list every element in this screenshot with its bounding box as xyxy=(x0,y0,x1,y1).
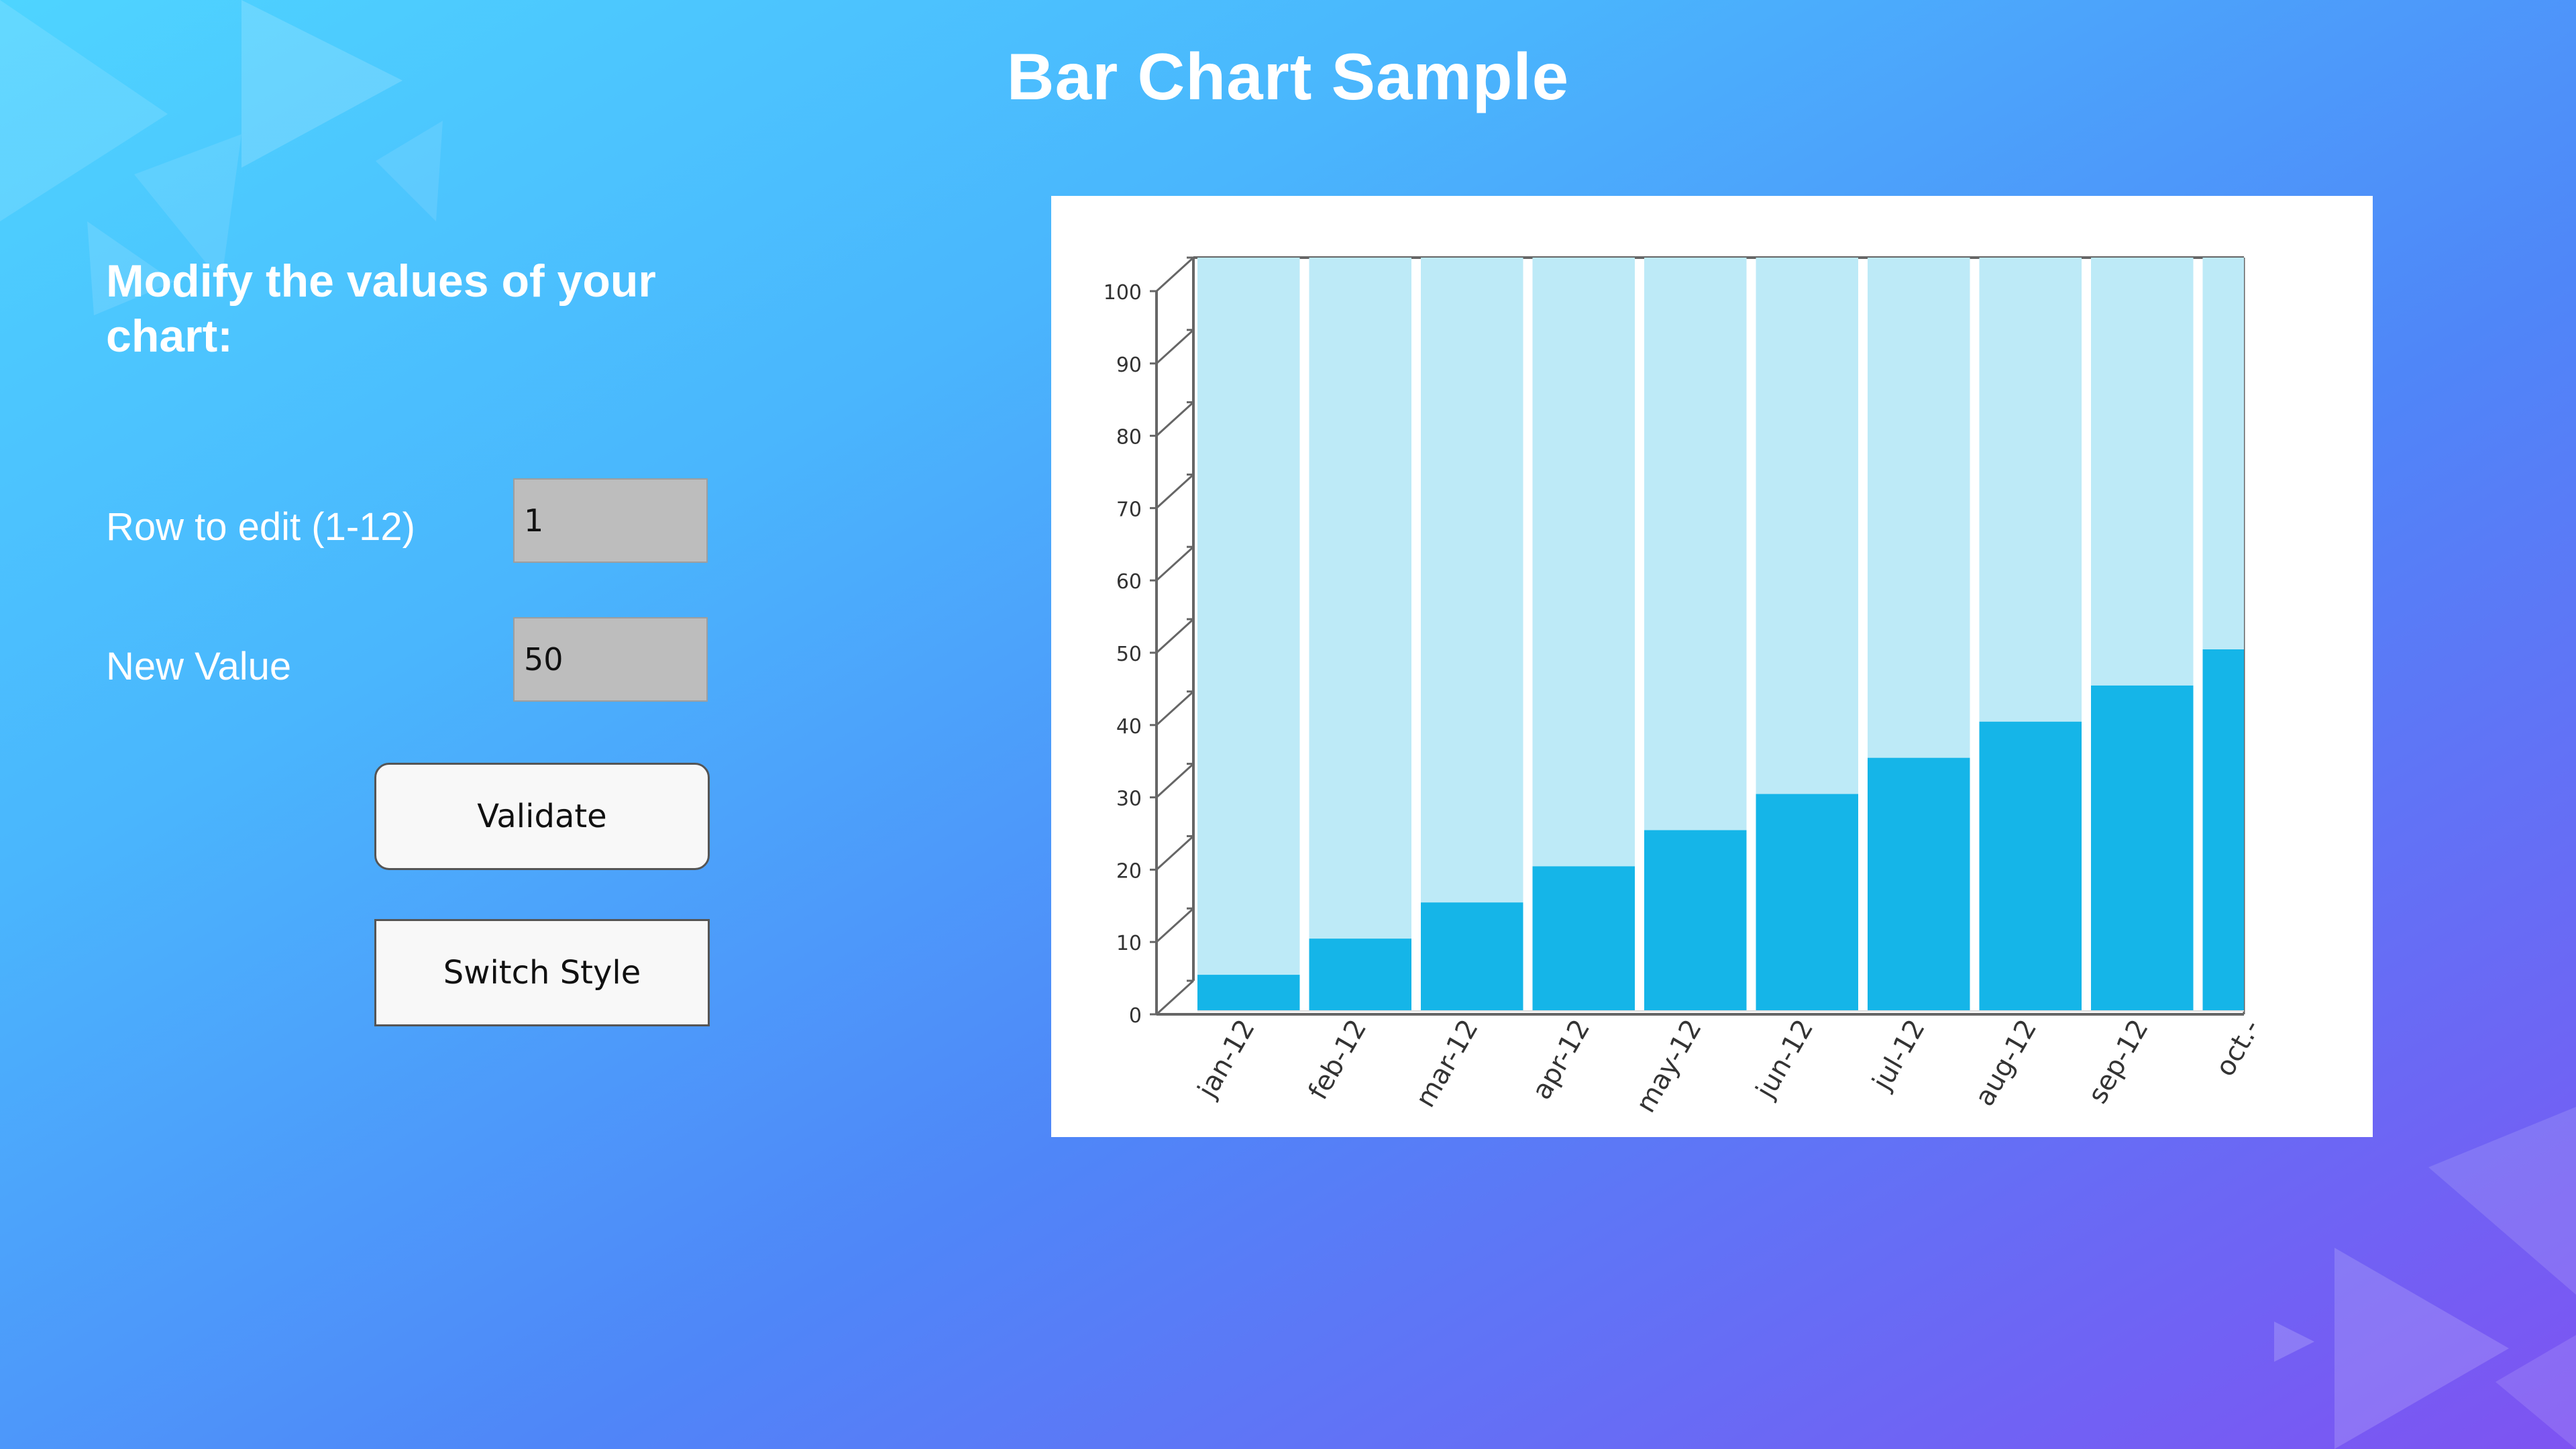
y-depth-line xyxy=(1155,474,1195,509)
page-title: Bar Chart Sample xyxy=(1006,40,1570,113)
y-tick-label: 80 xyxy=(1116,426,1142,449)
x-tick-label: may-12 xyxy=(1630,1014,1708,1118)
x-tick-label: sep-12 xyxy=(2082,1014,2155,1109)
bar xyxy=(1756,794,1858,1011)
y-depth-line xyxy=(1155,401,1195,437)
y-depth-line xyxy=(1155,256,1195,292)
y-tick-label: 90 xyxy=(1116,354,1142,377)
bar xyxy=(1421,902,1523,1011)
bar-background xyxy=(1197,258,1300,1011)
x-tick-label: oct.- xyxy=(2210,1014,2266,1081)
y-tick-label: 70 xyxy=(1116,498,1142,521)
y-depth-line xyxy=(1155,763,1195,798)
bar xyxy=(1979,721,2082,1011)
y-tick-label: 100 xyxy=(1104,281,1142,305)
bar xyxy=(2091,685,2194,1011)
new-value-label: New Value xyxy=(106,645,292,688)
bar xyxy=(1197,975,1300,1011)
bar xyxy=(1309,938,1411,1011)
y-tick-label: 20 xyxy=(1116,859,1142,883)
y-tick-label: 10 xyxy=(1116,932,1142,955)
chart-card: 0 10 20 30 40 50 60 70 80 90 100 jan-12 feb-12 mar-12… xyxy=(1051,196,2373,1137)
switch-style-button[interactable]: Switch Style xyxy=(374,919,710,1026)
bar xyxy=(1532,866,1635,1011)
y-tick-label: 60 xyxy=(1116,570,1142,594)
y-depth-line xyxy=(1155,546,1195,582)
x-tick-label: jul-12 xyxy=(1866,1014,1931,1096)
row-to-edit-input[interactable] xyxy=(513,478,708,563)
y-tick-label: 50 xyxy=(1116,643,1142,666)
y-depth-line xyxy=(1155,979,1195,1016)
y-tick-label: 30 xyxy=(1116,788,1142,811)
y-tick-label: 40 xyxy=(1116,715,1142,739)
bar-background xyxy=(1421,258,1523,1011)
new-value-input[interactable] xyxy=(513,617,708,702)
row-to-edit-label: Row to edit (1-12) xyxy=(106,505,415,549)
validate-button[interactable]: Validate xyxy=(374,763,710,870)
panel-heading: Modify the values of your chart: xyxy=(106,256,656,362)
x-tick-label: mar-12 xyxy=(1410,1014,1485,1113)
x-tick-label: aug-12 xyxy=(1969,1014,2043,1112)
bar xyxy=(1644,830,1747,1011)
bar xyxy=(2202,649,2244,1011)
bar xyxy=(1868,757,1970,1011)
bar-chart: 0 10 20 30 40 50 60 70 80 90 100 jan-12 feb-12 mar-12… xyxy=(1104,256,2266,1118)
x-tick-label: apr-12 xyxy=(1526,1014,1596,1105)
x-tick-label: feb-12 xyxy=(1303,1014,1373,1105)
y-depth-line xyxy=(1155,908,1195,943)
x-tick-label: jun-12 xyxy=(1750,1014,1819,1104)
y-depth-line xyxy=(1155,618,1195,654)
y-depth-line xyxy=(1155,690,1195,726)
y-depth-line xyxy=(1155,329,1195,364)
y-tick-label: 0 xyxy=(1129,1004,1142,1028)
y-depth-line xyxy=(1155,835,1195,871)
x-tick-label: jan-12 xyxy=(1191,1014,1260,1104)
bar-background xyxy=(1309,258,1411,1011)
